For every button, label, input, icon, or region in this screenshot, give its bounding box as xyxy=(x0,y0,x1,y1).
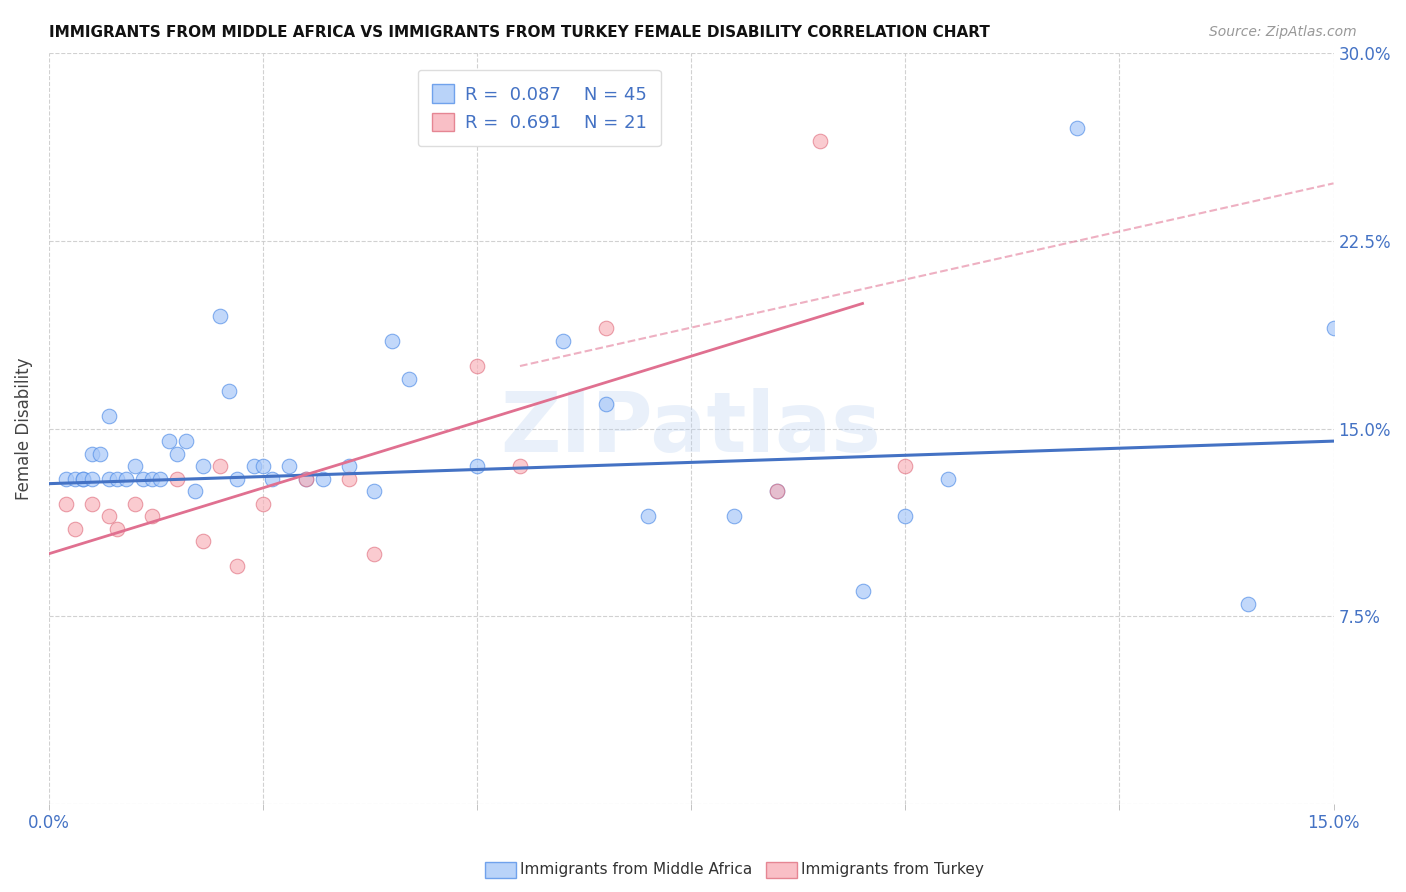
Legend: R =  0.087    N = 45, R =  0.691    N = 21: R = 0.087 N = 45, R = 0.691 N = 21 xyxy=(418,70,661,146)
Point xyxy=(277,459,299,474)
Point xyxy=(380,334,402,348)
Text: ZIPatlas: ZIPatlas xyxy=(501,388,882,469)
Text: Immigrants from Middle Africa: Immigrants from Middle Africa xyxy=(520,863,752,877)
Point xyxy=(97,472,120,486)
Point xyxy=(295,472,318,486)
Point xyxy=(209,459,232,474)
Point xyxy=(226,559,249,574)
Point xyxy=(295,472,318,486)
Point xyxy=(894,459,917,474)
Point xyxy=(191,459,214,474)
Text: IMMIGRANTS FROM MIDDLE AFRICA VS IMMIGRANTS FROM TURKEY FEMALE DISABILITY CORREL: IMMIGRANTS FROM MIDDLE AFRICA VS IMMIGRA… xyxy=(49,25,990,40)
Point xyxy=(243,459,266,474)
Point xyxy=(107,522,129,536)
Point xyxy=(80,497,103,511)
Point xyxy=(766,484,789,499)
Point xyxy=(723,509,745,524)
Point xyxy=(55,497,77,511)
Point xyxy=(808,134,831,148)
Point xyxy=(166,472,188,486)
Point xyxy=(1066,121,1088,136)
Point xyxy=(595,321,617,335)
Point xyxy=(218,384,240,398)
Point xyxy=(465,359,488,373)
Point xyxy=(551,334,574,348)
Point xyxy=(63,522,86,536)
Point xyxy=(337,459,360,474)
Point xyxy=(72,472,94,486)
Point xyxy=(1322,321,1344,335)
Point xyxy=(166,447,188,461)
Point xyxy=(465,459,488,474)
Point xyxy=(89,447,111,461)
Point xyxy=(252,497,274,511)
Point xyxy=(260,472,283,486)
Point xyxy=(637,509,659,524)
Point xyxy=(209,309,232,323)
Point xyxy=(894,509,917,524)
Point xyxy=(80,447,103,461)
Point xyxy=(252,459,274,474)
Text: Source: ZipAtlas.com: Source: ZipAtlas.com xyxy=(1209,25,1357,39)
Point xyxy=(97,509,120,524)
Text: Immigrants from Turkey: Immigrants from Turkey xyxy=(801,863,984,877)
Point xyxy=(141,509,163,524)
Point xyxy=(174,434,197,449)
Point xyxy=(363,547,385,561)
Point xyxy=(766,484,789,499)
Point xyxy=(80,472,103,486)
Point xyxy=(936,472,959,486)
Point xyxy=(107,472,129,486)
Point xyxy=(363,484,385,499)
Point xyxy=(509,459,531,474)
Point xyxy=(595,396,617,410)
Point xyxy=(851,584,873,599)
Point xyxy=(398,371,420,385)
Point xyxy=(124,497,146,511)
Y-axis label: Female Disability: Female Disability xyxy=(15,358,32,500)
Point xyxy=(149,472,172,486)
Point xyxy=(115,472,138,486)
Point xyxy=(72,472,94,486)
Point xyxy=(1237,597,1260,611)
Point xyxy=(191,534,214,549)
Point xyxy=(226,472,249,486)
Point xyxy=(141,472,163,486)
Point xyxy=(132,472,155,486)
Point xyxy=(97,409,120,423)
Point xyxy=(157,434,180,449)
Point xyxy=(63,472,86,486)
Point xyxy=(312,472,335,486)
Point xyxy=(183,484,205,499)
Point xyxy=(124,459,146,474)
Point xyxy=(55,472,77,486)
Point xyxy=(337,472,360,486)
